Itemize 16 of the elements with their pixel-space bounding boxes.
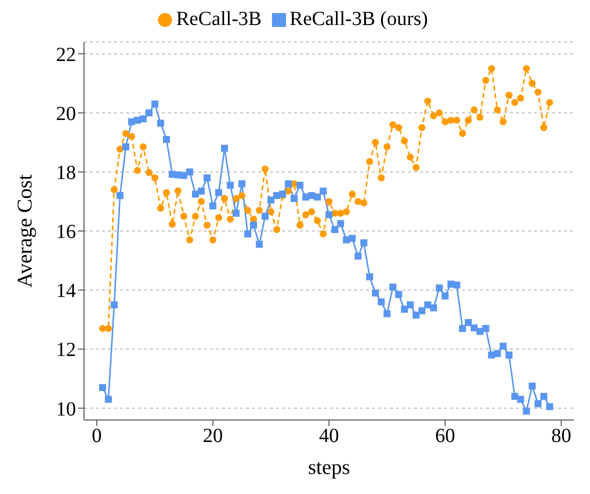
y-tick-label: 20 (56, 102, 76, 125)
x-tick-label: 80 (551, 425, 572, 448)
legend-label: ReCall-3B (176, 8, 262, 30)
y-tick-label: 18 (56, 162, 76, 184)
legend-label: ReCall-3B (ours) (290, 8, 428, 30)
y-tick-label: 10 (56, 398, 76, 420)
x-tick-label: 0 (92, 425, 102, 448)
y-tick-label: 12 (56, 339, 76, 362)
x-tick-label: 20 (202, 425, 223, 448)
y-tick-label: 16 (56, 221, 76, 244)
y-axis-title: Average Cost (12, 174, 36, 288)
x-tick-label: 40 (319, 425, 339, 448)
x-axis-title: steps (308, 455, 350, 479)
y-tick-label: 22 (56, 44, 76, 66)
x-tick-label: 60 (435, 425, 456, 448)
y-tick-label: 14 (56, 280, 76, 302)
